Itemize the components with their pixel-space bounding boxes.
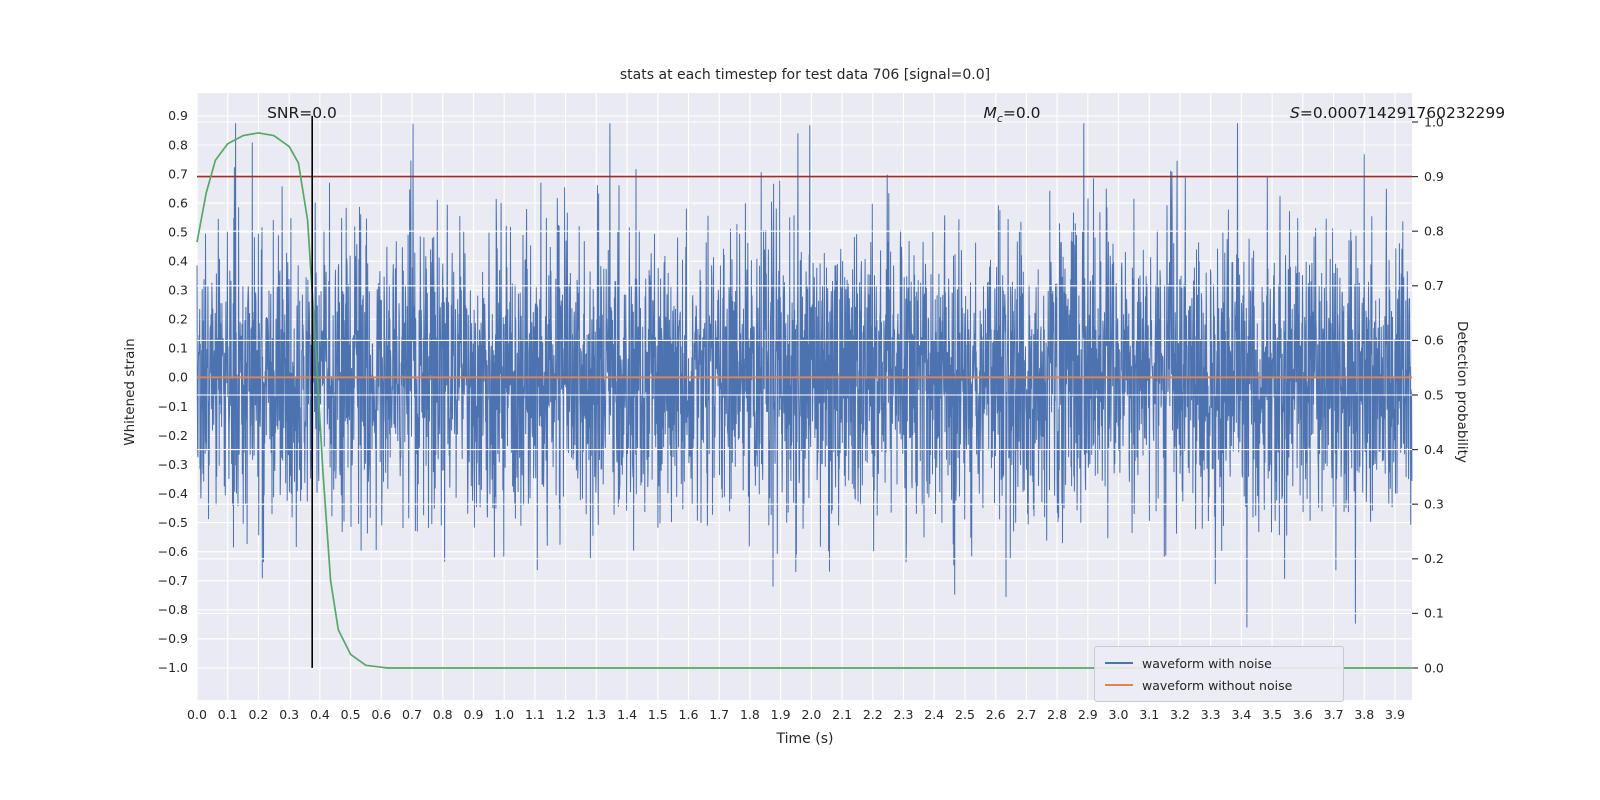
- svg-text:0.3: 0.3: [168, 283, 188, 298]
- svg-text:1.8: 1.8: [740, 707, 760, 722]
- svg-text:0.4: 0.4: [310, 707, 330, 722]
- legend-item-noise: waveform with noise: [1105, 652, 1333, 674]
- svg-text:1.2: 1.2: [556, 707, 576, 722]
- svg-text:0.6: 0.6: [168, 195, 188, 210]
- svg-text:−0.3: −0.3: [158, 457, 188, 472]
- svg-text:3.6: 3.6: [1293, 707, 1313, 722]
- svg-text:1.6: 1.6: [679, 707, 699, 722]
- legend-label: waveform with noise: [1142, 655, 1272, 671]
- svg-text:0.0: 0.0: [1424, 660, 1444, 675]
- svg-text:2.1: 2.1: [832, 707, 852, 722]
- svg-text:1.0: 1.0: [494, 707, 514, 722]
- left-tick-labels: −1.0 −0.9 −0.8 −0.7 −0.6 −0.5 −0.4 −0.3 −0.2 −0.1…: [158, 108, 188, 675]
- svg-text:2.6: 2.6: [986, 707, 1006, 722]
- svg-text:2.0: 2.0: [801, 707, 821, 722]
- svg-text:2.2: 2.2: [863, 707, 883, 722]
- svg-text:1.3: 1.3: [586, 707, 606, 722]
- legend-line-swatch-orange: [1105, 684, 1133, 686]
- svg-text:0.2: 0.2: [1424, 551, 1444, 566]
- svg-text:0.8: 0.8: [168, 137, 188, 152]
- svg-text:0.0: 0.0: [168, 370, 188, 385]
- svg-text:2.7: 2.7: [1016, 707, 1036, 722]
- y-axis-label-left: Whitened strain: [122, 338, 138, 446]
- svg-text:3.2: 3.2: [1170, 707, 1190, 722]
- svg-text:3.0: 3.0: [1109, 707, 1129, 722]
- svg-text:0.8: 0.8: [1424, 224, 1444, 239]
- svg-text:1.1: 1.1: [525, 707, 545, 722]
- svg-text:0.6: 0.6: [371, 707, 391, 722]
- svg-text:0.3: 0.3: [1424, 497, 1444, 512]
- svg-text:2.8: 2.8: [1047, 707, 1067, 722]
- svg-text:−0.8: −0.8: [158, 602, 188, 617]
- svg-text:0.9: 0.9: [464, 707, 484, 722]
- chart-title: stats at each timestep for test data 706…: [619, 67, 991, 83]
- chirp-mass-annotation: Mc=0.0: [983, 104, 1041, 126]
- legend-item-clean: waveform without noise: [1105, 674, 1333, 696]
- svg-text:−1.0: −1.0: [158, 660, 188, 675]
- svg-text:0.3: 0.3: [279, 707, 299, 722]
- svg-text:1.5: 1.5: [648, 707, 668, 722]
- svg-text:3.3: 3.3: [1201, 707, 1221, 722]
- svg-text:2.4: 2.4: [924, 707, 944, 722]
- noise-waveform-series: [196, 123, 1413, 628]
- y-axis-label-right: Detection probability: [1454, 321, 1470, 463]
- svg-text:0.0: 0.0: [187, 707, 207, 722]
- svg-text:0.2: 0.2: [248, 707, 268, 722]
- svg-text:−0.9: −0.9: [158, 631, 188, 646]
- s-value-annotation: S=0.000714291760232299: [1290, 104, 1506, 122]
- svg-text:0.8: 0.8: [433, 707, 453, 722]
- x-axis-label: Time (s): [776, 731, 834, 747]
- svg-text:3.4: 3.4: [1231, 707, 1251, 722]
- svg-text:0.1: 0.1: [1424, 606, 1444, 621]
- svg-text:0.1: 0.1: [218, 707, 238, 722]
- svg-text:0.5: 0.5: [168, 224, 188, 239]
- svg-text:−0.7: −0.7: [158, 573, 188, 588]
- svg-text:3.5: 3.5: [1262, 707, 1282, 722]
- svg-text:0.4: 0.4: [1424, 442, 1444, 457]
- right-gridlines: [197, 121, 1412, 669]
- svg-text:0.5: 0.5: [341, 707, 361, 722]
- svg-text:2.5: 2.5: [955, 707, 975, 722]
- svg-text:1.7: 1.7: [709, 707, 729, 722]
- svg-text:0.7: 0.7: [168, 166, 188, 181]
- svg-text:1.4: 1.4: [617, 707, 637, 722]
- svg-text:2.9: 2.9: [1078, 707, 1098, 722]
- svg-text:3.7: 3.7: [1324, 707, 1344, 722]
- svg-text:0.9: 0.9: [1424, 169, 1444, 184]
- svg-text:0.6: 0.6: [1424, 333, 1444, 348]
- svg-text:1.0: 1.0: [1424, 114, 1444, 129]
- legend-label: waveform without noise: [1142, 677, 1293, 693]
- right-tick-labels: 0.0 0.1 0.2 0.3 0.4 0.5 0.6 0.7 0.8 0.9 1.0: [1424, 114, 1444, 675]
- svg-text:0.9: 0.9: [168, 108, 188, 123]
- snr-annotation: SNR=0.0: [267, 104, 337, 122]
- detection-probability-series: [196, 132, 1412, 669]
- right-tick-marks: [1412, 121, 1418, 669]
- svg-text:−0.4: −0.4: [158, 486, 188, 501]
- svg-text:−0.2: −0.2: [158, 428, 188, 443]
- svg-text:0.1: 0.1: [168, 341, 188, 356]
- svg-text:1.9: 1.9: [771, 707, 791, 722]
- svg-text:0.4: 0.4: [168, 254, 188, 269]
- svg-text:0.5: 0.5: [1424, 387, 1444, 402]
- svg-text:0.7: 0.7: [402, 707, 422, 722]
- svg-text:0.7: 0.7: [1424, 278, 1444, 293]
- svg-text:3.9: 3.9: [1385, 707, 1405, 722]
- svg-text:3.8: 3.8: [1354, 707, 1374, 722]
- svg-text:−0.5: −0.5: [158, 515, 188, 530]
- svg-text:−0.6: −0.6: [158, 544, 188, 559]
- svg-text:3.1: 3.1: [1139, 707, 1159, 722]
- svg-text:0.2: 0.2: [168, 312, 188, 327]
- legend: waveform with noise waveform without noi…: [1094, 646, 1344, 702]
- svg-text:2.3: 2.3: [894, 707, 914, 722]
- legend-line-swatch-blue: [1105, 662, 1133, 664]
- x-tick-labels: 0.0 0.1 0.2 0.3 0.4 0.5 0.6 0.7 0.8 0.9 1.0 1.1 1.2 1…: [187, 707, 1405, 722]
- svg-text:−0.1: −0.1: [158, 399, 188, 414]
